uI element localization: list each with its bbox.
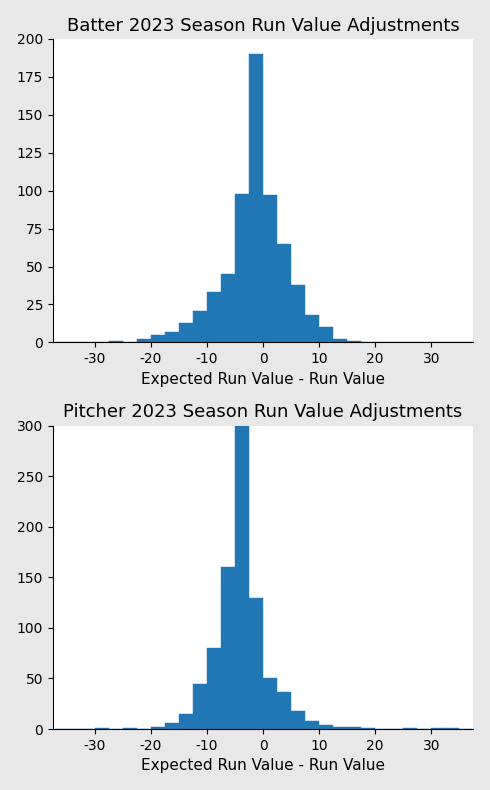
Bar [319, 725, 333, 729]
Bar [347, 727, 361, 729]
Bar [123, 728, 137, 729]
X-axis label: Expected Run Value - Run Value: Expected Run Value - Run Value [141, 371, 385, 386]
Bar [291, 711, 305, 729]
Bar [347, 340, 361, 342]
Bar [249, 597, 263, 729]
Bar [95, 728, 109, 729]
Bar [263, 195, 277, 342]
Bar [179, 322, 193, 342]
Bar [333, 340, 347, 342]
Bar [431, 728, 445, 729]
Bar [291, 284, 305, 342]
Bar [179, 714, 193, 729]
Bar [151, 335, 165, 342]
Bar [263, 679, 277, 729]
Bar [249, 55, 263, 342]
Bar [361, 728, 375, 729]
Bar [277, 244, 291, 342]
Bar [403, 728, 417, 729]
Bar [235, 194, 249, 342]
Bar [221, 567, 235, 729]
Bar [165, 723, 179, 729]
Bar [221, 274, 235, 342]
Bar [305, 721, 319, 729]
Bar [319, 327, 333, 342]
Bar [277, 691, 291, 729]
Bar [333, 727, 347, 729]
Bar [207, 292, 221, 342]
Bar [445, 728, 459, 729]
Bar [305, 315, 319, 342]
Title: Batter 2023 Season Run Value Adjustments: Batter 2023 Season Run Value Adjustments [67, 17, 460, 35]
Bar [151, 727, 165, 729]
Bar [165, 332, 179, 342]
Bar [137, 340, 151, 342]
Bar [193, 683, 207, 729]
X-axis label: Expected Run Value - Run Value: Expected Run Value - Run Value [141, 758, 385, 773]
Bar [193, 310, 207, 342]
Bar [109, 340, 123, 342]
Bar [235, 426, 249, 729]
Bar [207, 648, 221, 729]
Title: Pitcher 2023 Season Run Value Adjustments: Pitcher 2023 Season Run Value Adjustment… [63, 404, 463, 421]
